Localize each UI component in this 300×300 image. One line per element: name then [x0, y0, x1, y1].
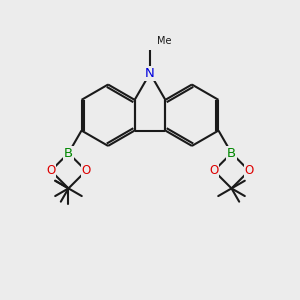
Text: O: O — [82, 164, 91, 177]
Text: Me: Me — [157, 37, 171, 46]
Text: O: O — [244, 164, 254, 177]
Text: B: B — [227, 147, 236, 160]
Text: O: O — [209, 164, 218, 177]
Text: N: N — [145, 67, 155, 80]
Text: B: B — [64, 147, 73, 160]
Text: O: O — [46, 164, 56, 177]
